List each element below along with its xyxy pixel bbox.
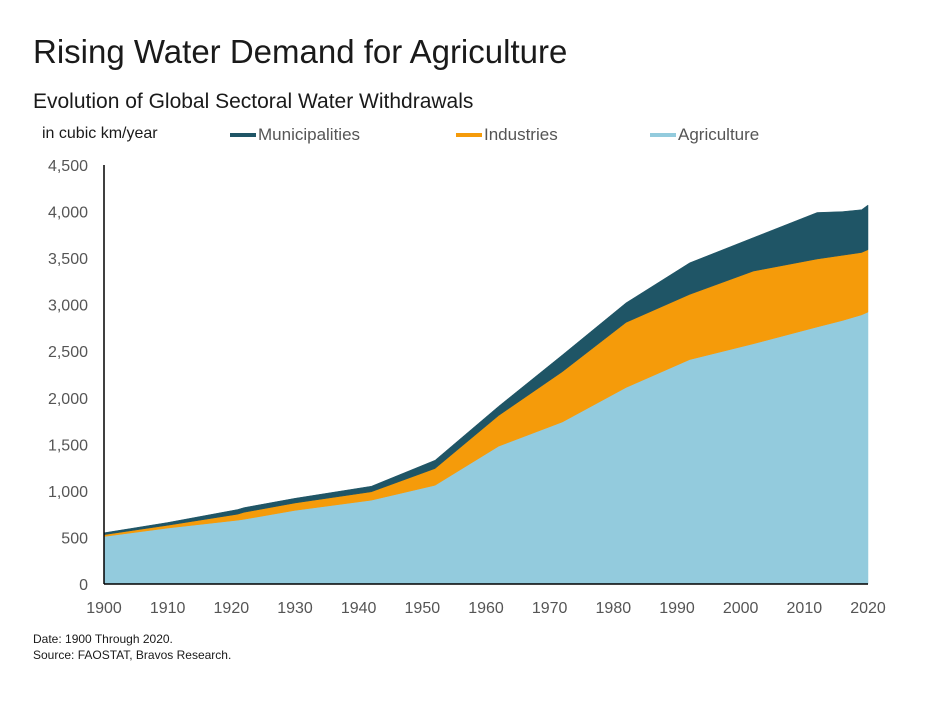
legend-item-industries: Industries	[456, 125, 558, 145]
y-tick-label: 3,000	[48, 298, 88, 315]
x-tick-label: 1900	[86, 600, 122, 617]
x-tick-label: 1970	[532, 600, 568, 617]
legend-swatch-municipalities	[230, 133, 256, 137]
y-tick-label: 2,000	[48, 391, 88, 408]
y-tick-label: 3,500	[48, 251, 88, 268]
x-tick-label: 2010	[787, 600, 823, 617]
legend: Municipalities Industries Agriculture	[230, 125, 850, 147]
y-tick-label: 4,500	[48, 158, 88, 175]
x-tick-label: 1990	[659, 600, 695, 617]
x-tick-label: 1960	[468, 600, 504, 617]
legend-label-municipalities: Municipalities	[258, 125, 361, 144]
date-note: Date: 1900 Through 2020.	[33, 632, 173, 646]
legend-item-municipalities: Municipalities	[230, 125, 360, 145]
source-note: Source: FAOSTAT, Bravos Research.	[33, 648, 232, 662]
legend-swatch-industries	[456, 133, 482, 137]
x-tick-label: 1980	[596, 600, 632, 617]
y-axis-unit-label: in cubic km/year	[42, 125, 158, 142]
legend-item-agriculture: Agriculture	[650, 125, 759, 145]
area-municipalities	[103, 204, 869, 535]
legend-label-industries: Industries	[484, 125, 558, 144]
y-tick-label: 0	[79, 577, 88, 594]
y-tick-label: 500	[61, 530, 88, 547]
chart-subtitle: Evolution of Global Sectoral Water Withd…	[33, 90, 474, 113]
legend-swatch-agriculture	[650, 133, 676, 137]
x-tick-label: 2000	[723, 600, 759, 617]
x-tick-label: 1920	[214, 600, 250, 617]
chart-title: Rising Water Demand for Agriculture	[33, 33, 568, 70]
chart-notes: Date: 1900 Through 2020. Source: FAOSTAT…	[33, 631, 231, 663]
y-tick-label: 2,500	[48, 344, 88, 361]
legend-label-agriculture: Agriculture	[678, 125, 760, 144]
x-tick-label: 2020	[850, 600, 886, 617]
x-tick-label: 1950	[405, 600, 441, 617]
y-tick-label: 4,000	[48, 205, 88, 222]
x-tick-label: 1930	[277, 600, 313, 617]
y-tick-label: 1,000	[48, 484, 88, 501]
x-tick-label: 1910	[150, 600, 186, 617]
y-tick-label: 1,500	[48, 437, 88, 454]
x-tick-label: 1940	[341, 600, 377, 617]
